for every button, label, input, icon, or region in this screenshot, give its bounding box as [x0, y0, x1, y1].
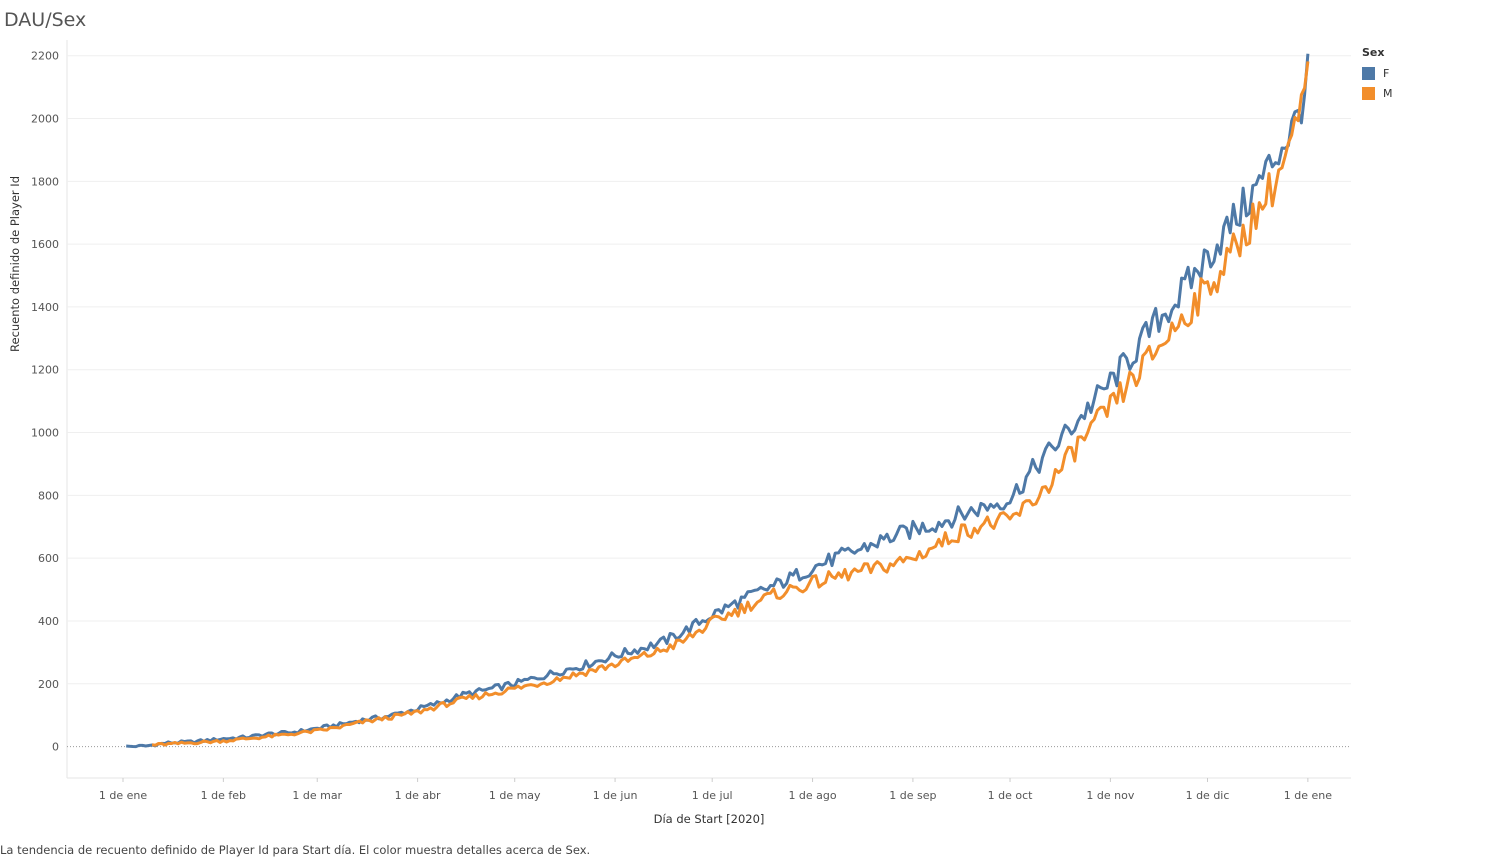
x-tick-label: 1 de sep [889, 789, 936, 802]
x-tick-label: 1 de jun [593, 789, 638, 802]
y-tick-label: 600 [38, 552, 59, 565]
x-tick-label: 1 de nov [1086, 789, 1134, 802]
x-axis-ticks: 1 de ene 1 de feb 1 de mar 1 de abr 1 de may… [99, 778, 1332, 802]
x-tick-label: 1 de mar [292, 789, 342, 802]
x-tick-label: 1 de dic [1186, 789, 1230, 802]
y-tick-label: 1200 [31, 364, 59, 377]
y-tick-label: 1000 [31, 427, 59, 440]
y-tick-label: 400 [38, 615, 59, 628]
y-tick-label: 1400 [31, 301, 59, 314]
y-tick-label: 1800 [31, 175, 59, 188]
x-tick-label: 1 de oct [988, 789, 1034, 802]
y-axis-title: Recuento definido de Player Id [8, 176, 22, 352]
chart-caption: La tendencia de recuento definido de Pla… [0, 843, 591, 857]
chart-title: DAU/Sex [4, 9, 87, 31]
y-tick-label: 2200 [31, 50, 59, 63]
y-tick-label: 1600 [31, 238, 59, 251]
series-line-m[interactable] [151, 61, 1310, 747]
y-tick-label: 0 [52, 741, 59, 754]
x-tick-label: 1 de jul [692, 789, 733, 802]
y-tick-label: 2000 [31, 113, 59, 126]
series-lines [126, 53, 1310, 749]
legend-swatch-m [1362, 86, 1375, 100]
legend-swatch-f [1362, 66, 1375, 80]
x-tick-label: 1 de ene [1284, 789, 1332, 802]
x-tick-label: 1 de ene [99, 789, 147, 802]
y-axis-ticks: 0 200 400 600 800 1000 1200 1400 1600 1800 2000 220… [31, 50, 59, 754]
legend-item-m[interactable]: M [1362, 83, 1393, 103]
x-tick-label: 1 de ago [788, 789, 836, 802]
x-axis-title: Día de Start [2020] [654, 812, 765, 826]
series-line-f[interactable] [126, 53, 1310, 749]
grid-lines [66, 40, 1351, 779]
legend-item-f[interactable]: F [1362, 63, 1393, 83]
legend-label-f: F [1383, 66, 1390, 80]
legend-title: Sex [1362, 46, 1385, 59]
y-tick-label: 200 [38, 678, 59, 691]
legend: Sex F M [1362, 46, 1393, 103]
x-tick-label: 1 de feb [201, 789, 246, 802]
legend-label-m: M [1383, 86, 1393, 100]
x-tick-label: 1 de may [489, 789, 541, 802]
x-tick-label: 1 de abr [395, 789, 441, 802]
y-tick-label: 800 [38, 489, 59, 502]
